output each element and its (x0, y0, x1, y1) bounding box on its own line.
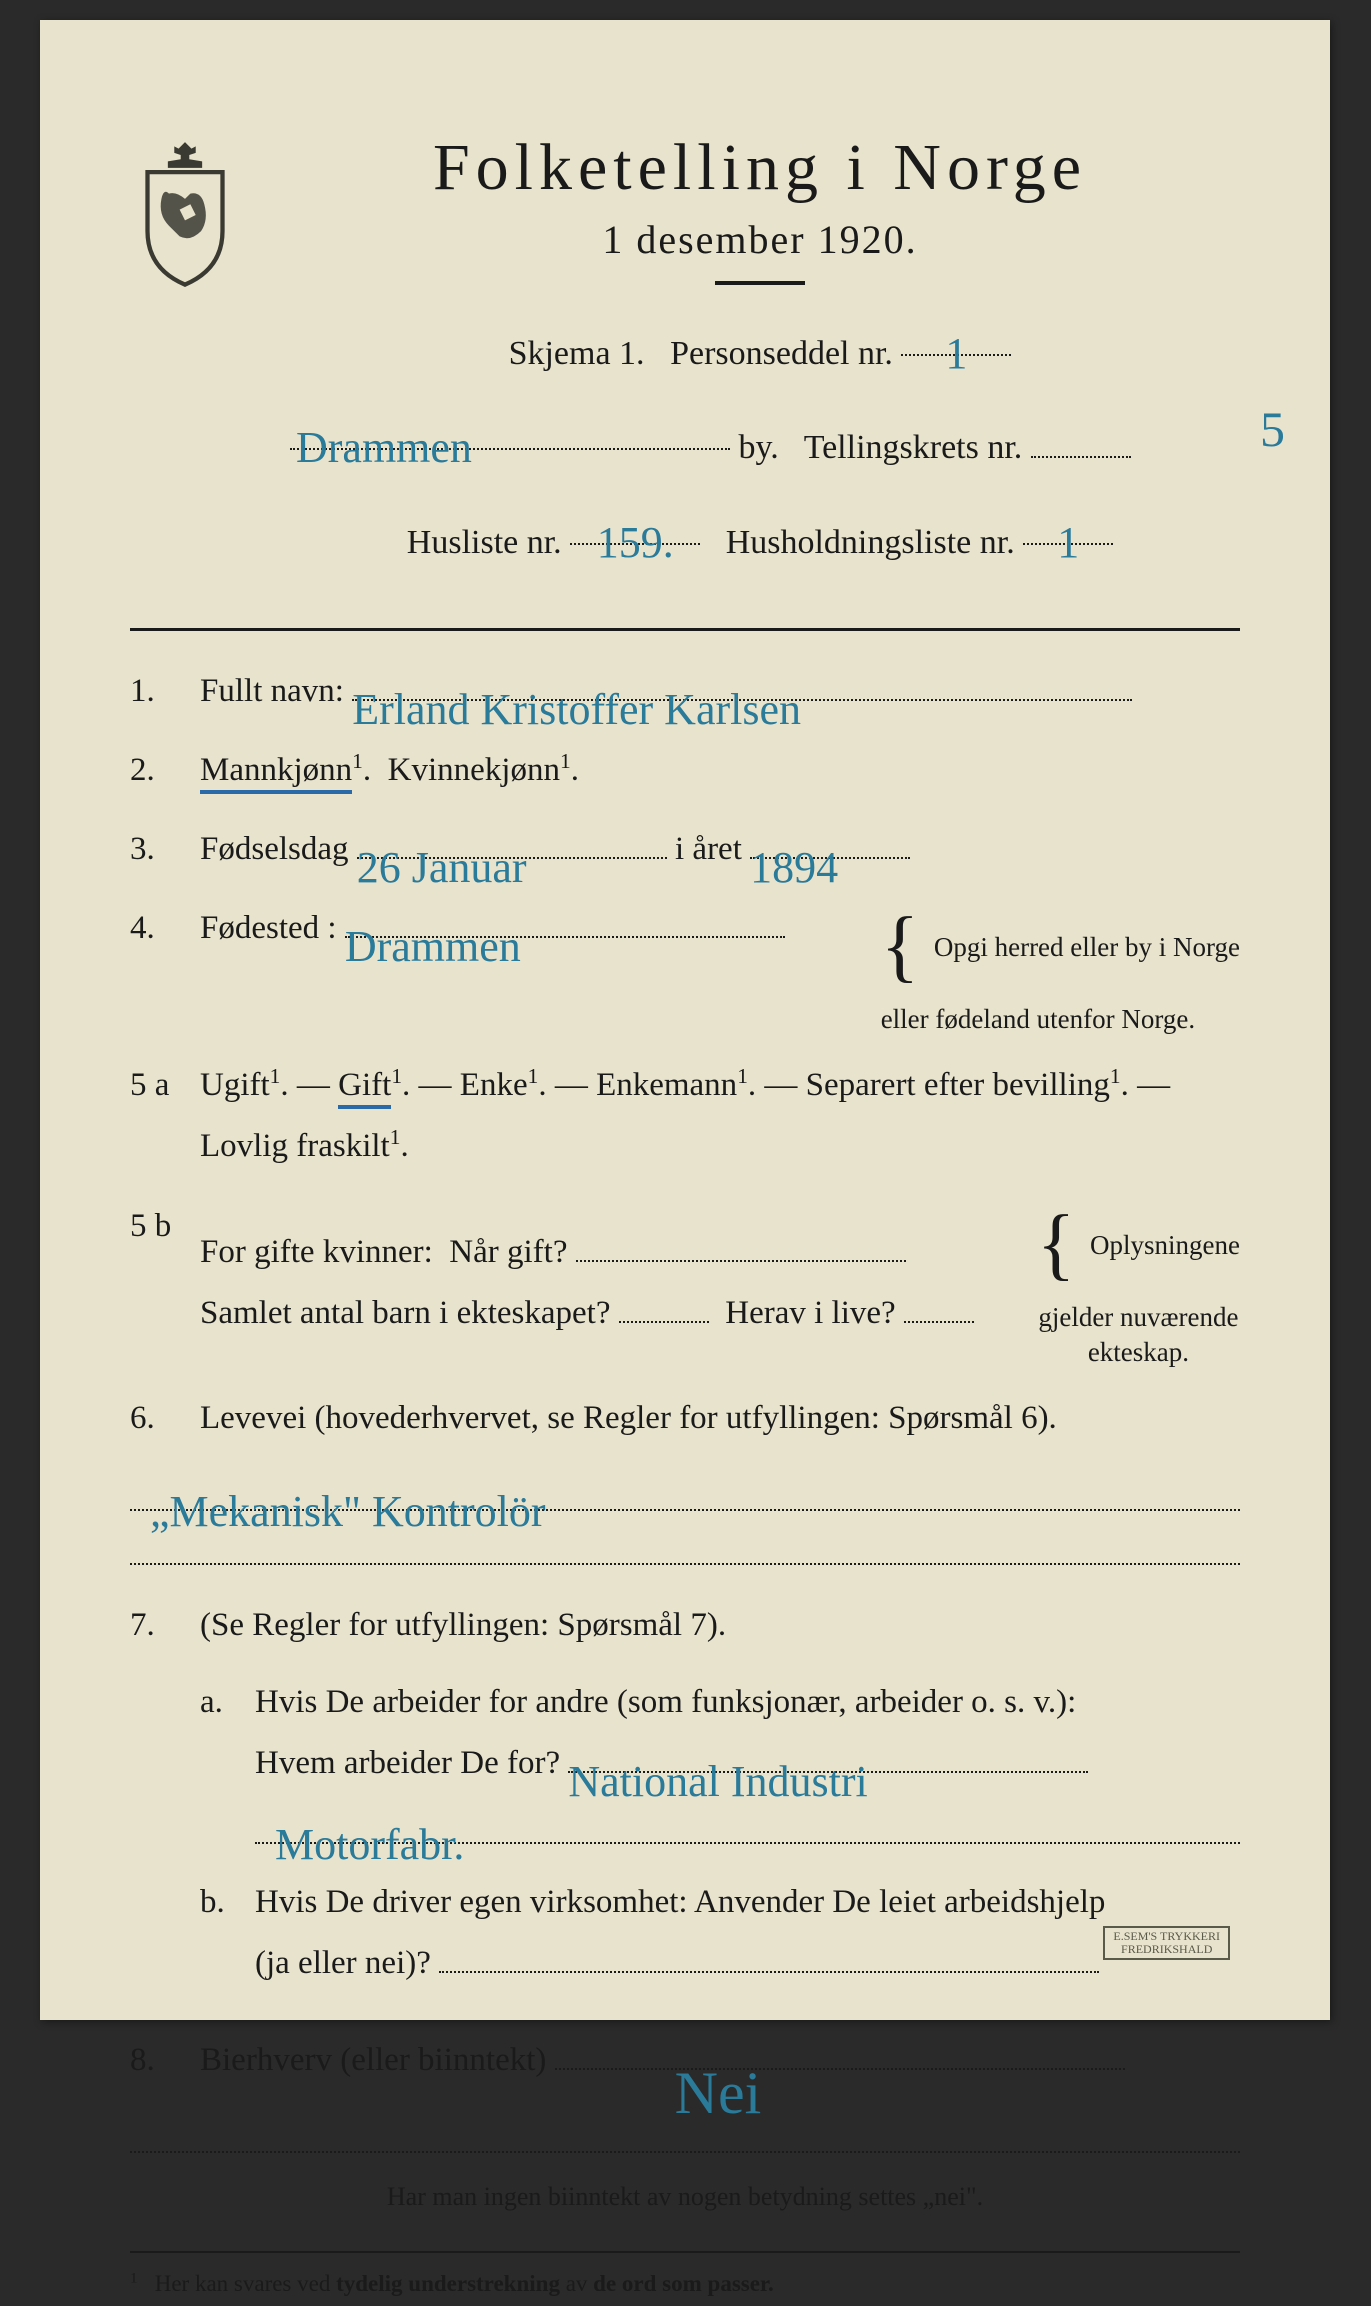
q6-value: „Mekanisk" Kontrolör (150, 1471, 546, 1513)
margin-number: 5 (1260, 400, 1285, 458)
q4-value: Drammen (345, 906, 521, 942)
q3-mid: i året (675, 831, 742, 867)
q8-value: Nei (675, 2038, 762, 2074)
q4-row: 4. Fødested : Drammen Opgi herred eller … (130, 898, 1240, 1037)
printer-mark: E.SEM'S TRYKKERI FREDRIKSHALD (1103, 1926, 1230, 1960)
q5a-s5: 1 (1110, 1064, 1121, 1088)
q5a-row: 5 a Ugift1. — Gift1. — Enke1. — Enkemann… (130, 1055, 1240, 1177)
q5a-s4: 1 (737, 1064, 748, 1088)
q5b-note1: Oplysningene (1090, 1230, 1240, 1260)
q2-sup2: 1 (560, 749, 571, 773)
questions: 1. Fullt navn: Erland Kristoffer Karlsen… (130, 661, 1240, 2305)
printer1: E.SEM'S TRYKKERI (1113, 1929, 1220, 1943)
q1-label: Fullt navn: (200, 673, 344, 709)
q5a-enkemann: Enkemann (596, 1067, 737, 1103)
footnote: 1 Her kan svares ved tydelig understrekn… (130, 2251, 1240, 2306)
header-rule (130, 628, 1240, 631)
q4-note2: eller fødeland utenfor Norge. (881, 1004, 1195, 1034)
q2-num: 2. (130, 740, 200, 801)
q8-num: 8. (130, 2030, 200, 2091)
q6-line1: „Mekanisk" Kontrolör (130, 1467, 1240, 1511)
q7-label: (Se Regler for utfyllingen: Spørsmål 7). (200, 1607, 726, 1643)
q4-num: 4. (130, 898, 200, 1037)
meta-block: Skjema 1. Personseddel nr. 1 Drammen by.… (280, 315, 1240, 570)
q5a-enke: Enke (460, 1067, 528, 1103)
census-form-page: 5 Folketelling i Norge 1 desember 1920. … (40, 20, 1330, 2020)
form-subtitle: 1 desember 1920. (280, 216, 1240, 263)
q5a-s6: 1 (390, 1125, 401, 1149)
q3-day: 26 Januar (357, 827, 527, 863)
q5b-label: For gifte kvinner: (200, 1234, 433, 1270)
q5b-note: Oplysningene gjelder nuværende ekteskap. (1037, 1196, 1240, 1370)
q5a-fraskilt: Lovlig fraskilt (200, 1128, 390, 1164)
q5b-row: 5 b For gifte kvinner: Når gift? Samlet … (130, 1196, 1240, 1370)
q4-note: Opgi herred eller by i Norge eller fødel… (881, 898, 1240, 1037)
q7-row: 7. (Se Regler for utfyllingen: Spørsmål … (130, 1595, 1240, 2012)
q7a-line2: Hvem arbeider De for? (255, 1745, 560, 1781)
q6-label: Levevei (hovederhvervet, se Regler for u… (200, 1400, 1057, 1436)
q5b-barn: Samlet antal barn i ekteskapet? (200, 1295, 611, 1331)
skjema-label: Skjema 1. (509, 335, 645, 372)
q6-line2 (130, 1521, 1240, 1565)
q8-row: 8. Bierhverv (eller biinntekt) Nei (130, 2030, 1240, 2091)
q5b-note2: gjelder nuværende (1038, 1302, 1238, 1332)
q5a-num: 5 a (130, 1055, 200, 1177)
q2-mann: Mannkjønn (200, 752, 352, 794)
husholdning-label: Husholdningsliste nr. (726, 524, 1015, 561)
header: Folketelling i Norge 1 desember 1920. Sk… (130, 130, 1240, 598)
q4-label: Fødested : (200, 910, 337, 946)
q5a-ugift: Ugift (200, 1067, 270, 1103)
q3-num: 3. (130, 819, 200, 880)
q5b-num: 5 b (130, 1196, 200, 1370)
tellingskrets-label: Tellingskrets nr. (804, 429, 1023, 466)
q7a-line1: Hvis De arbeider for andre (som funksjon… (255, 1684, 1076, 1720)
husliste-label: Husliste nr. (407, 524, 562, 561)
q7-num: 7. (130, 1595, 200, 2012)
q6-row: 6. Levevei (hovederhvervet, se Regler fo… (130, 1388, 1240, 1449)
q4-note1: Opgi herred eller by i Norge (934, 933, 1240, 963)
q7a-num: a. (200, 1672, 255, 1854)
q6-num: 6. (130, 1388, 200, 1449)
q2-sup1: 1 (352, 749, 363, 773)
by-label: by. (739, 429, 779, 466)
q5a-separert: Separert efter bevilling (806, 1067, 1110, 1103)
q8-label: Bierhverv (eller biinntekt) (200, 2042, 546, 2078)
city-value: Drammen (296, 423, 472, 472)
q3-row: 3. Fødselsdag 26 Januar i året 1894 (130, 819, 1240, 880)
personseddel-label: Personseddel nr. (670, 335, 893, 372)
q5b-live: Herav i live? (725, 1295, 895, 1331)
q5b-naar: Når gift? (449, 1234, 567, 1270)
q5b-note3: ekteskap. (1088, 1337, 1189, 1367)
printer2: FREDRIKSHALD (1121, 1942, 1212, 1956)
q2-row: 2. Mannkjønn1. Kvinnekjønn1. (130, 740, 1240, 801)
q3-year: 1894 (750, 827, 838, 863)
q1-num: 1. (130, 661, 200, 722)
title-rule (715, 281, 805, 285)
title-block: Folketelling i Norge 1 desember 1920. Sk… (280, 130, 1240, 598)
q5a-gift: Gift (338, 1067, 391, 1109)
husholdning-value: 1 (1057, 518, 1079, 567)
q5a-s1: 1 (270, 1064, 281, 1088)
q3-label: Fødselsdag (200, 831, 349, 867)
q7b-line1: Hvis De driver egen virksomhet: Anvender… (255, 1884, 1105, 1920)
q2-kvinne: Kvinnekjønn (388, 752, 560, 788)
q5a-s2: 1 (391, 1064, 402, 1088)
husliste-value: 159. (597, 518, 674, 567)
footnote-sup: 1 (130, 2270, 137, 2286)
q7b-num: b. (200, 1872, 255, 1994)
q7a-value2: Motorfabr. (275, 1804, 464, 1846)
q7a-value1: National Industri (568, 1741, 867, 1777)
personseddel-value: 1 (945, 329, 967, 378)
q1-value: Erland Kristoffer Karlsen (352, 669, 801, 705)
form-title: Folketelling i Norge (280, 130, 1240, 206)
q8-line2 (130, 2109, 1240, 2153)
q7b-line2: (ja eller nei)? (255, 1945, 431, 1981)
q1-row: 1. Fullt navn: Erland Kristoffer Karlsen (130, 661, 1240, 722)
coat-of-arms-icon (130, 140, 240, 290)
footer-hint: Har man ingen biinntekt av nogen betydni… (130, 2173, 1240, 2221)
q5a-s3: 1 (528, 1064, 539, 1088)
